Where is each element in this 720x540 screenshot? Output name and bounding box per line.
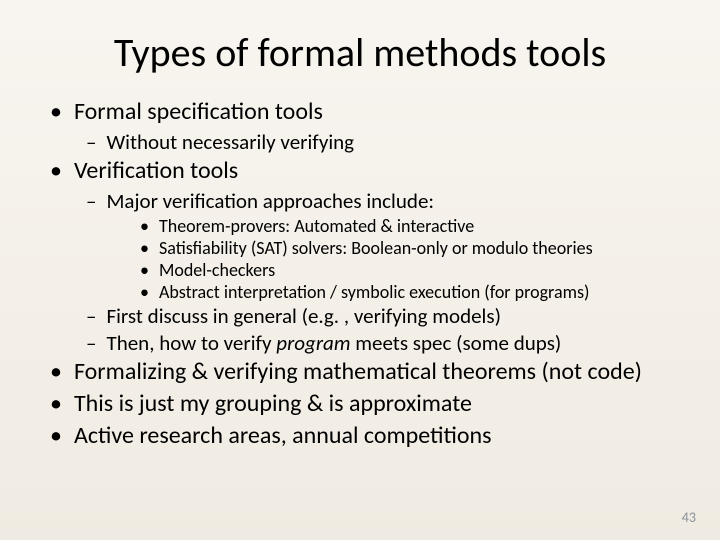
bullet-dot-icon: • <box>50 357 62 387</box>
bullet-major-approaches: – Major verification approaches include: <box>86 188 690 214</box>
bullet-abstract-interpretation: • Abstract interpretation / symbolic exe… <box>140 281 690 303</box>
bullet-text: First discuss in general (e.g. , verifyi… <box>106 303 500 329</box>
bullet-text: Formalizing & verifying mathematical the… <box>74 357 642 387</box>
bullet-dot-icon: • <box>50 156 62 186</box>
slide-title: Types of formal methods tools <box>0 0 720 97</box>
bullet-text: Active research areas, annual competitio… <box>74 421 492 451</box>
bullet-dot-icon: • <box>140 281 149 303</box>
bullet-dot-icon: • <box>140 215 149 237</box>
text-part: Then, how to verify <box>106 330 276 356</box>
bullet-text: Without necessarily verifying <box>106 129 354 155</box>
text-part: First discuss in general (e.g. <box>106 303 339 329</box>
bullet-first-discuss: – First discuss in general (e.g. , verif… <box>86 303 690 329</box>
bullet-text: Abstract interpretation / symbolic execu… <box>159 281 590 303</box>
bullet-active-research: • Active research areas, annual competit… <box>50 421 690 451</box>
bullet-verification-tools: • Verification tools <box>50 156 690 186</box>
bullet-my-grouping: • This is just my grouping & is approxim… <box>50 389 690 419</box>
dash-icon: – <box>86 129 96 155</box>
bullet-text: Formal specification tools <box>74 97 323 127</box>
dash-icon: – <box>86 188 96 214</box>
bullet-model-checkers: • Model-checkers <box>140 259 690 281</box>
bullet-theorem-provers: • Theorem-provers: Automated & interacti… <box>140 215 690 237</box>
bullet-dot-icon: • <box>140 237 149 259</box>
bullet-then-verify-program: – Then, how to verify program meets spec… <box>86 330 690 356</box>
bullet-text: Then, how to verify program meets spec (… <box>106 330 561 356</box>
dash-icon: – <box>86 330 96 356</box>
bullet-text: Satisfiability (SAT) solvers: Boolean-on… <box>159 237 593 259</box>
italic-text: program <box>276 330 355 356</box>
dash-icon: – <box>86 303 96 329</box>
bullet-dot-icon: • <box>140 259 149 281</box>
bullet-text: This is just my grouping & is approximat… <box>74 389 472 419</box>
bullet-without-verifying: – Without necessarily verifying <box>86 129 690 155</box>
bullet-text: Model-checkers <box>159 259 275 281</box>
slide-content: • Formal specification tools – Without n… <box>0 97 720 451</box>
bullet-formalizing-theorems: • Formalizing & verifying mathematical t… <box>50 357 690 387</box>
bullet-sat-solvers: • Satisfiability (SAT) solvers: Boolean-… <box>140 237 690 259</box>
bullet-dot-icon: • <box>50 421 62 451</box>
bullet-dot-icon: • <box>50 97 62 127</box>
bullet-text: Major verification approaches include: <box>106 188 434 214</box>
text-part: meets spec (some dups) <box>355 330 561 356</box>
text-part: , verifying models) <box>344 303 501 329</box>
bullet-dot-icon: • <box>50 389 62 419</box>
page-number: 43 <box>682 509 696 526</box>
bullet-text: Theorem-provers: Automated & interactive <box>159 215 474 237</box>
bullet-formal-spec: • Formal specification tools <box>50 97 690 127</box>
bullet-text: Verification tools <box>74 156 238 186</box>
